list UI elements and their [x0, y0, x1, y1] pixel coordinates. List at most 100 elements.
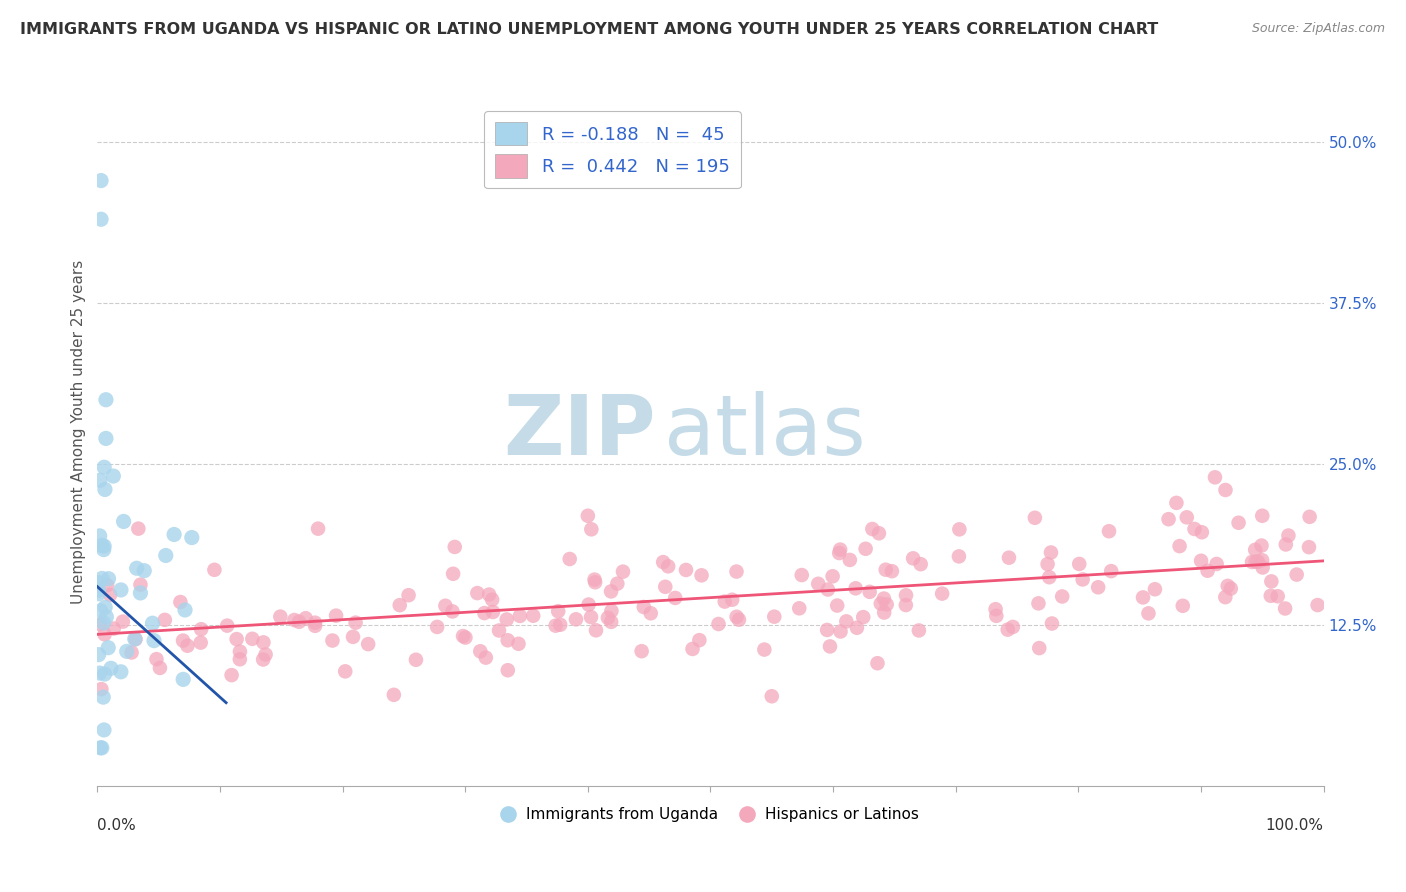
Point [1251, 508, 1274, 523]
Point [828, 546, 851, 560]
Point [481, 592, 503, 607]
Point [93, 615, 115, 630]
Point [868, 526, 890, 541]
Point [90, 604, 112, 618]
Point [288, 615, 311, 629]
Point [558, 552, 581, 566]
Point [90, 539, 112, 553]
Point [94, 392, 117, 407]
Point [240, 632, 263, 646]
Point [986, 608, 1008, 623]
Point [283, 613, 305, 627]
Point [830, 542, 852, 557]
Point [838, 553, 860, 567]
Point [1069, 557, 1091, 571]
Point [141, 616, 163, 631]
Point [93, 542, 115, 557]
Point [984, 602, 1007, 616]
Point [97, 572, 120, 586]
Point [91, 690, 114, 705]
Point [129, 586, 152, 600]
Point [713, 594, 735, 608]
Point [1240, 555, 1263, 569]
Point [405, 653, 427, 667]
Point [252, 652, 274, 666]
Point [475, 650, 498, 665]
Point [1205, 557, 1227, 571]
Point [229, 652, 252, 666]
Point [509, 609, 531, 624]
Point [454, 631, 477, 645]
Point [1171, 599, 1194, 613]
Point [825, 599, 848, 613]
Point [1191, 525, 1213, 540]
Point [388, 598, 411, 612]
Point [583, 573, 606, 587]
Point [908, 624, 931, 638]
Point [845, 621, 868, 635]
Point [342, 630, 364, 644]
Point [901, 551, 924, 566]
Point [125, 561, 148, 575]
Point [1087, 580, 1109, 594]
Point [121, 645, 143, 659]
Point [728, 613, 751, 627]
Point [254, 648, 277, 662]
Point [787, 601, 810, 615]
Point [1071, 573, 1094, 587]
Point [190, 635, 212, 649]
Point [576, 508, 599, 523]
Point [94, 600, 117, 615]
Point [124, 632, 146, 647]
Point [1189, 554, 1212, 568]
Point [163, 527, 186, 541]
Point [174, 603, 197, 617]
Point [547, 604, 569, 618]
Text: Source: ZipAtlas.com: Source: ZipAtlas.com [1251, 22, 1385, 36]
Point [398, 588, 420, 602]
Point [873, 606, 896, 620]
Point [725, 565, 748, 579]
Point [1267, 589, 1289, 603]
Point [910, 557, 932, 571]
Point [229, 644, 252, 658]
Point [467, 586, 489, 600]
Point [112, 515, 135, 529]
Point [763, 609, 786, 624]
Point [721, 592, 744, 607]
Point [97, 640, 120, 655]
Point [852, 610, 875, 624]
Text: ZIP: ZIP [503, 392, 655, 473]
Point [522, 608, 544, 623]
Point [682, 641, 704, 656]
Point [1204, 470, 1226, 484]
Point [869, 597, 891, 611]
Point [153, 613, 176, 627]
Point [357, 637, 380, 651]
Point [1251, 560, 1274, 574]
Point [98, 588, 121, 602]
Point [89, 666, 111, 681]
Y-axis label: Unemployment Among Youth under 25 years: Unemployment Among Youth under 25 years [72, 260, 86, 604]
Point [830, 624, 852, 639]
Point [1028, 596, 1050, 610]
Point [110, 665, 132, 679]
Point [115, 644, 138, 658]
Text: IMMIGRANTS FROM UGANDA VS HISPANIC OR LATINO UNEMPLOYMENT AMONG YOUTH UNDER 25 Y: IMMIGRANTS FROM UGANDA VS HISPANIC OR LA… [20, 22, 1159, 37]
Point [998, 550, 1021, 565]
Point [596, 611, 619, 625]
Point [155, 549, 177, 563]
Point [875, 563, 897, 577]
Point [845, 582, 868, 596]
Point [821, 569, 844, 583]
Point [1028, 641, 1050, 656]
Point [1277, 528, 1299, 542]
Point [204, 563, 226, 577]
Point [894, 588, 917, 602]
Point [600, 584, 623, 599]
Point [612, 565, 634, 579]
Point [1213, 590, 1236, 604]
Point [859, 585, 882, 599]
Point [652, 555, 675, 569]
Point [1244, 555, 1267, 569]
